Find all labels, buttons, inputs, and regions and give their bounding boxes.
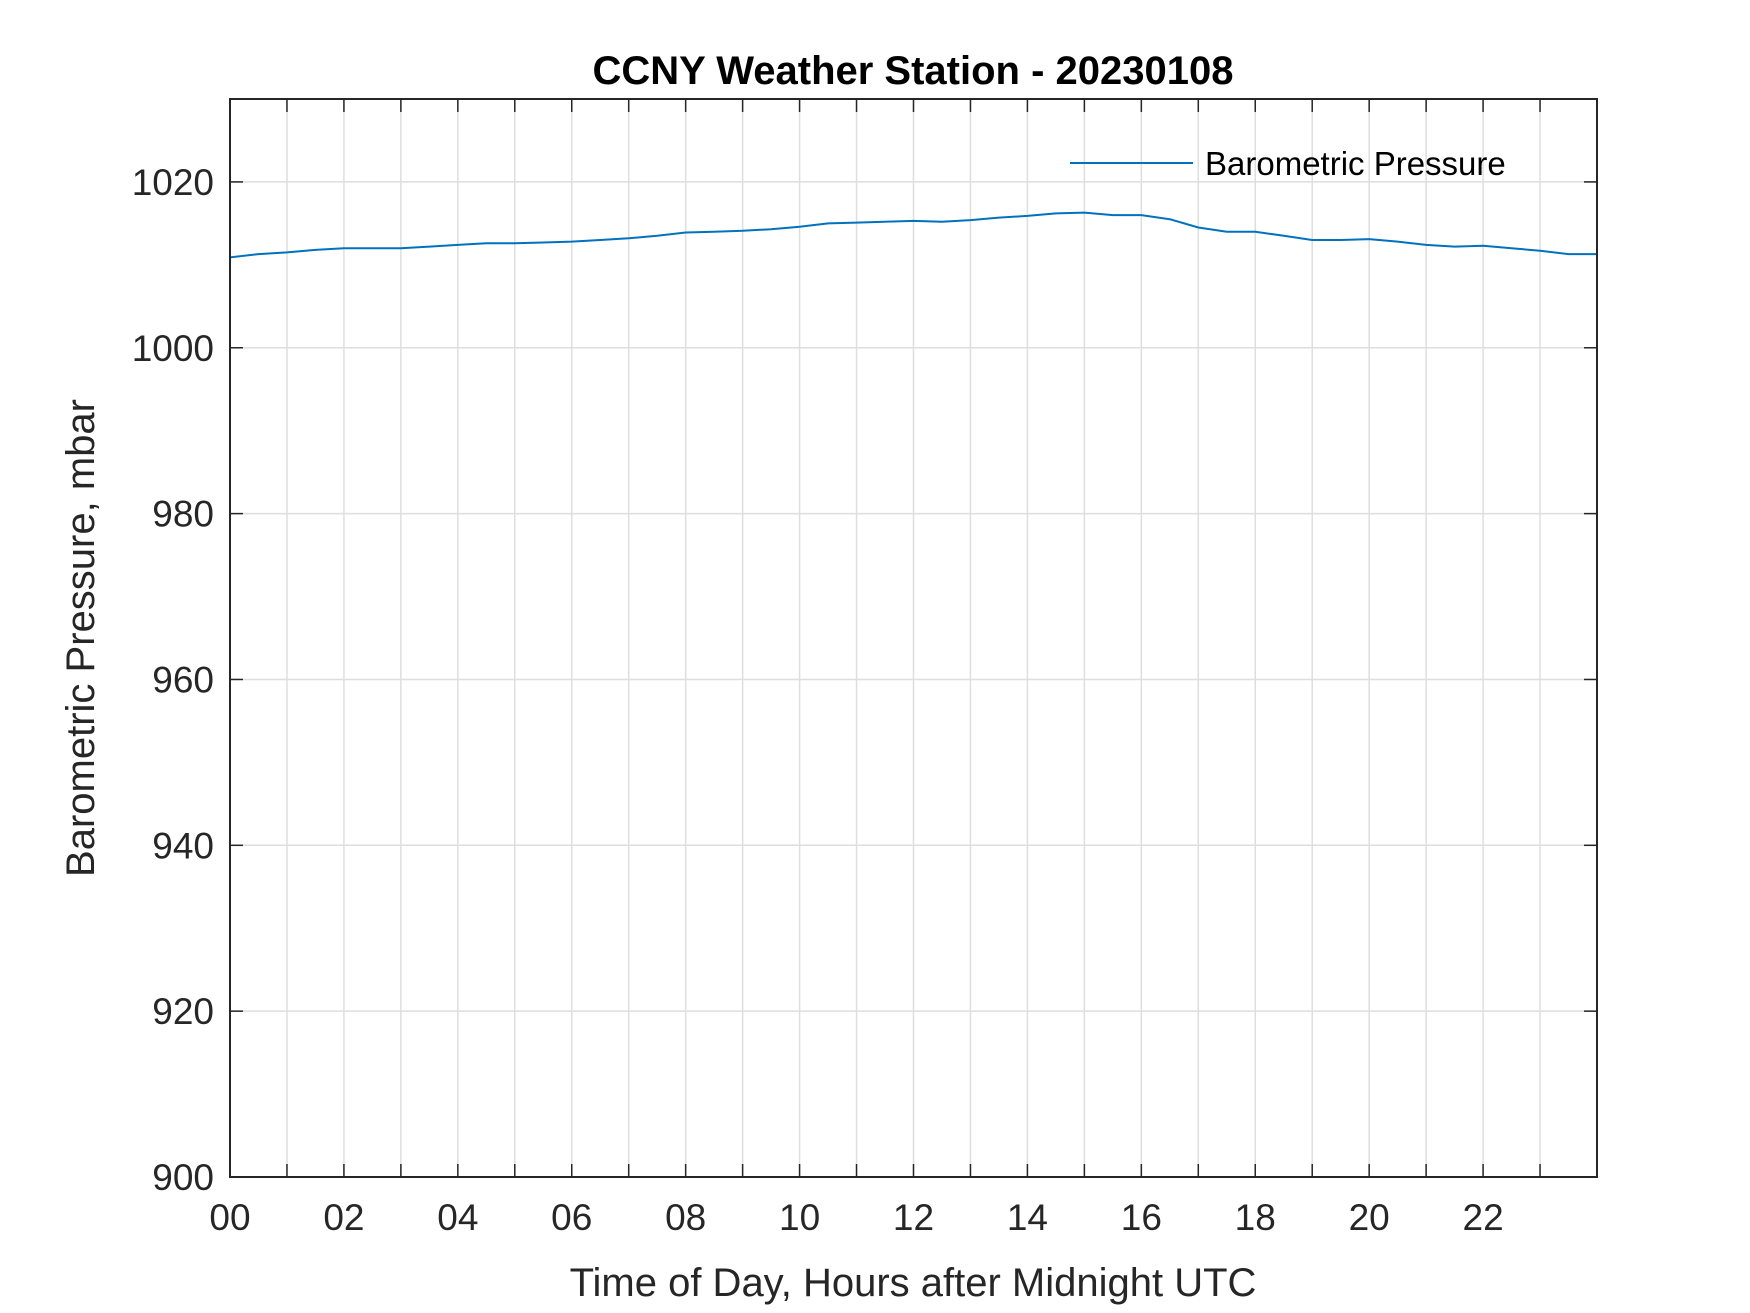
x-tick-label: 20 [1349,1197,1390,1238]
x-tick-labels: 00 02 04 06 08 10 12 14 16 18 20 22 [209,1197,1503,1238]
legend-label: Barometric Pressure [1205,145,1506,182]
y-tick-labels: 900 920 940 960 980 1000 1020 [132,162,214,1198]
y-tick-label: 1020 [132,162,214,203]
x-axis-label: Time of Day, Hours after Midnight UTC [570,1261,1257,1305]
x-tick-label: 14 [1007,1197,1048,1238]
y-tick-label: 940 [152,825,214,866]
x-tick-label: 16 [1121,1197,1162,1238]
x-tick-label: 18 [1235,1197,1276,1238]
y-axis-label: Barometric Pressure, mbar [59,399,103,877]
chart-title: CCNY Weather Station - 20230108 [593,49,1234,93]
x-tick-label: 08 [665,1197,706,1238]
grid [229,99,1598,1178]
x-tick-label: 04 [437,1197,478,1238]
x-tick-label: 02 [323,1197,364,1238]
series-line-barometric-pressure [229,211,1597,259]
y-tick-label: 900 [152,1157,214,1198]
y-tick-label: 1000 [132,328,214,369]
x-tick-label: 10 [779,1197,820,1238]
x-tick-label: 12 [893,1197,934,1238]
x-tick-label: 00 [209,1197,250,1238]
x-tick-label: 22 [1463,1197,1504,1238]
legend: Barometric Pressure [1070,145,1506,182]
series-layer [229,211,1597,259]
x-tick-label: 06 [551,1197,592,1238]
plot-frame [229,98,1598,1178]
y-tick-label: 980 [152,494,214,535]
y-tick-label: 960 [152,659,214,700]
y-tick-label: 920 [152,991,214,1032]
